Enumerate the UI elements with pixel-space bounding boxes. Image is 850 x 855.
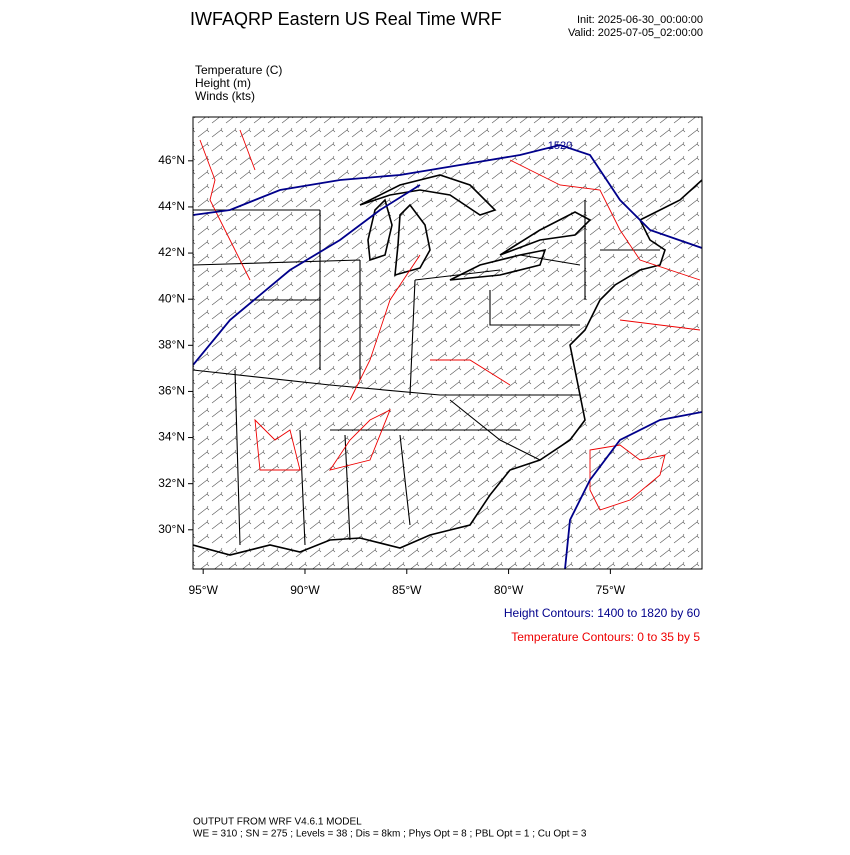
- valid-time: Valid: 2025-07-05_02:00:00: [568, 27, 703, 39]
- footer: OUTPUT FROM WRF V4.6.1 MODEL: [193, 817, 362, 828]
- height-contours: [193, 144, 702, 569]
- map-frame: [192, 116, 703, 570]
- y-tick-label: 44°N: [158, 199, 185, 213]
- field-label: Temperature (C): [195, 63, 282, 77]
- coastlines: [193, 174, 702, 556]
- height-legend: Height Contours: 1400 to 1820 by 60: [504, 606, 700, 620]
- x-tick-label: 75°W: [596, 583, 626, 597]
- y-tick-label: 46°N: [158, 153, 185, 167]
- field-label: Winds (kts): [195, 89, 255, 103]
- contour-label: 1520: [548, 140, 572, 152]
- wind-barbs: [193, 117, 702, 569]
- x-tick-label: 80°W: [494, 583, 524, 597]
- y-tick-label: 32°N: [158, 476, 185, 490]
- init-time: Init: 2025-06-30_00:00:00: [577, 14, 703, 26]
- state-borders: [193, 200, 660, 546]
- y-tick-label: 38°N: [158, 337, 185, 351]
- x-tick-label: 85°W: [392, 583, 422, 597]
- axes: 95°W 90°W 85°W 80°W 75°W 30°N 32°N 34°N 36°N 38°N…: [158, 153, 626, 597]
- footer: WE = 310 ; SN = 275 ; Levels = 38 ; Dis …: [193, 829, 587, 840]
- y-tick-label: 40°N: [158, 291, 185, 305]
- y-tick-label: 30°N: [158, 522, 185, 536]
- y-tick-label: 36°N: [158, 384, 185, 398]
- temperature-contours: [199, 129, 701, 511]
- temperature-legend: Temperature Contours: 0 to 35 by 5: [511, 630, 700, 644]
- field-label: Height (m): [195, 76, 251, 90]
- y-tick-label: 34°N: [158, 430, 185, 444]
- y-tick-label: 42°N: [158, 245, 185, 259]
- x-tick-label: 90°W: [290, 583, 320, 597]
- x-tick-label: 95°W: [188, 583, 218, 597]
- title: IWFAQRP Eastern US Real Time WRF: [190, 9, 502, 29]
- map-area: [193, 117, 702, 569]
